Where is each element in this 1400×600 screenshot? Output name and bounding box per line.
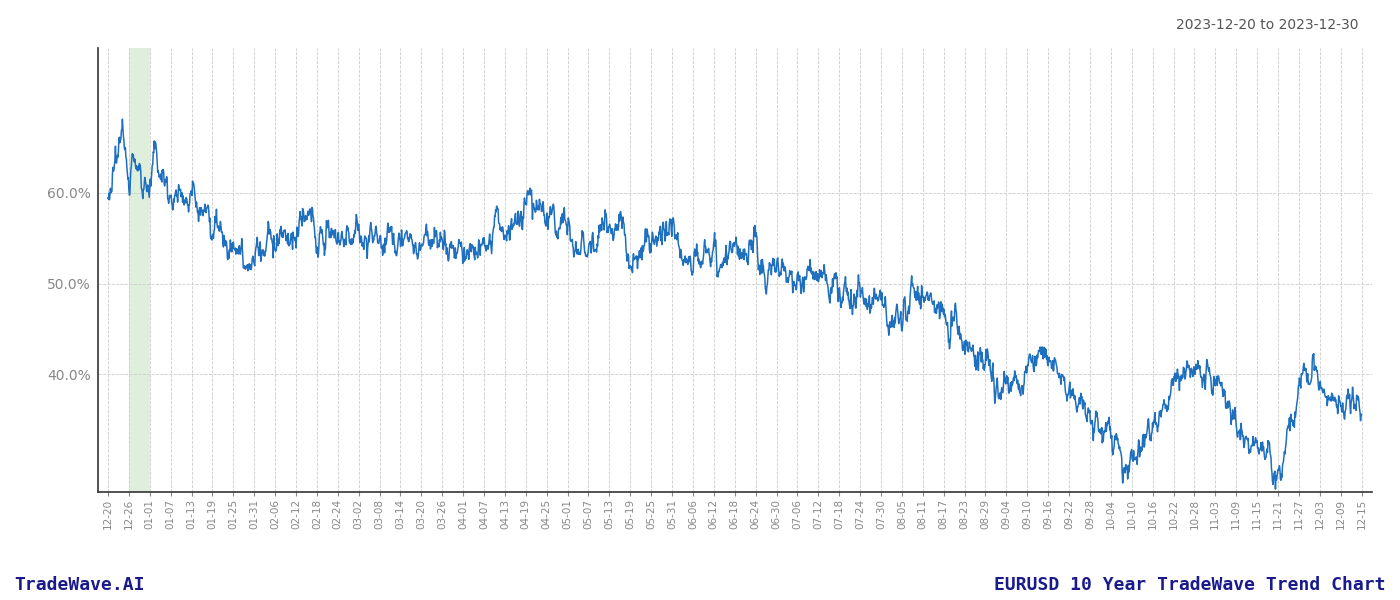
Text: TradeWave.AI: TradeWave.AI — [14, 576, 144, 594]
Bar — [129, 48, 150, 492]
Text: 2023-12-20 to 2023-12-30: 2023-12-20 to 2023-12-30 — [1176, 18, 1358, 32]
Text: EURUSD 10 Year TradeWave Trend Chart: EURUSD 10 Year TradeWave Trend Chart — [994, 576, 1386, 594]
